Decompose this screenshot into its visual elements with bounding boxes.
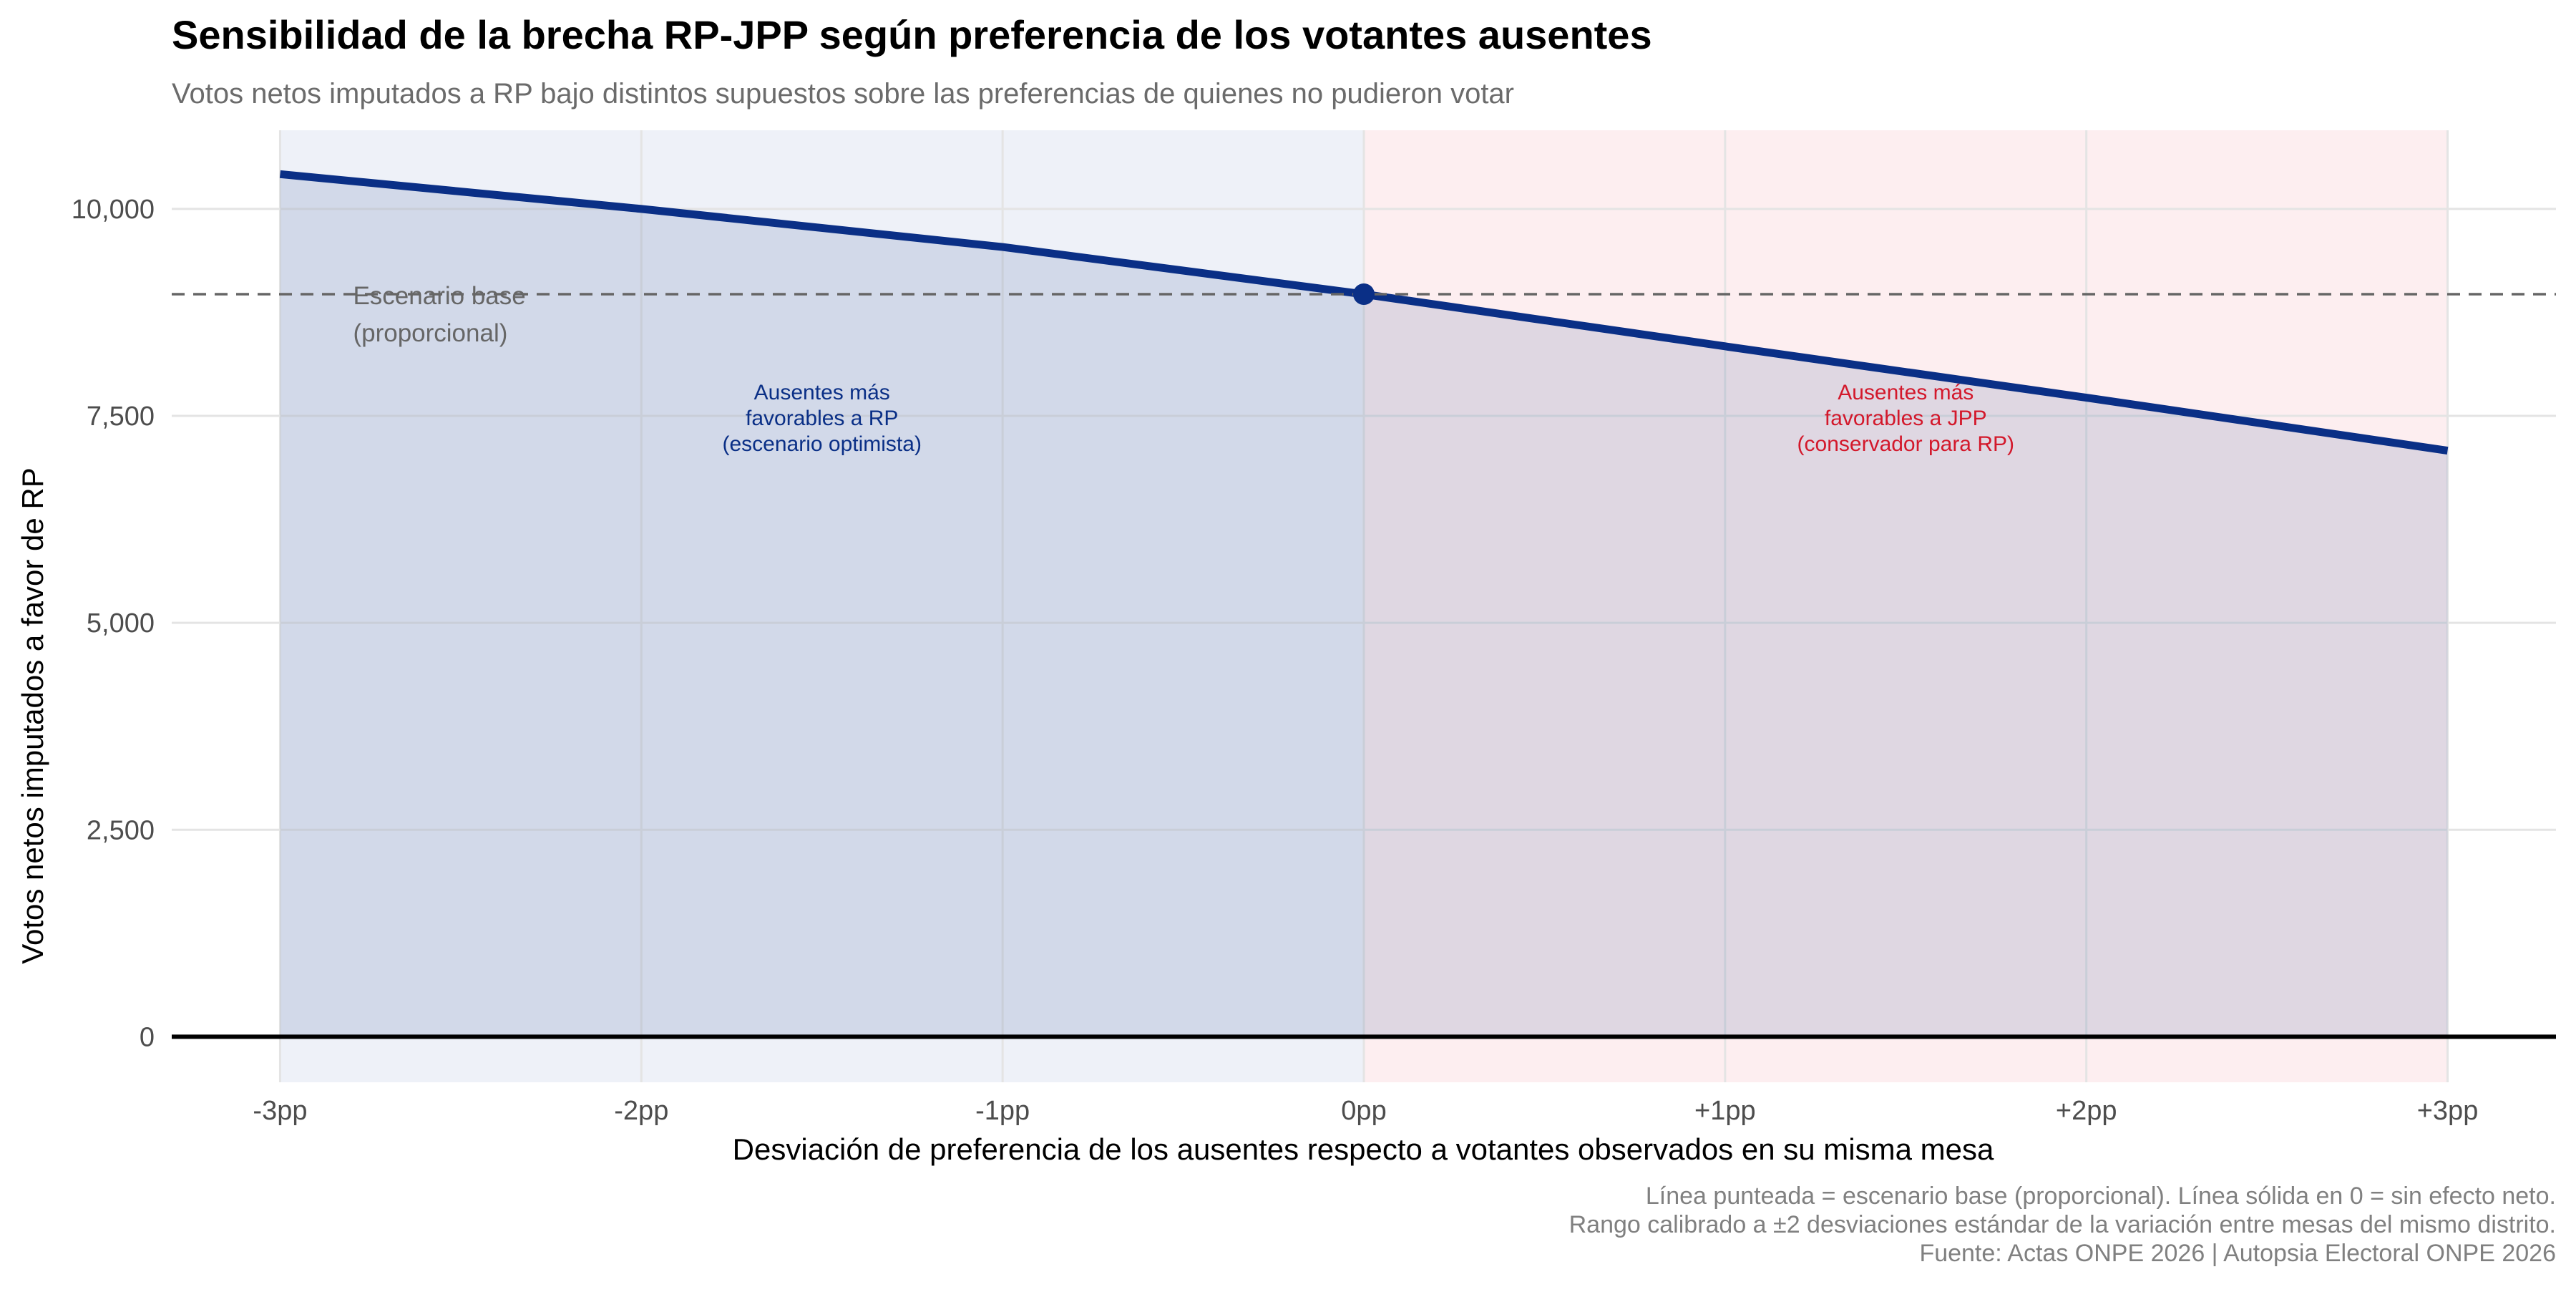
x-tick-label: +3pp xyxy=(2417,1096,2479,1126)
x-tick-label: +2pp xyxy=(2056,1096,2117,1126)
caption-line-3: Fuente: Actas ONPE 2026 | Autopsia Elect… xyxy=(1919,1240,2556,1267)
region-label-0: favorables a RP xyxy=(746,407,898,430)
region-label-0: Ausentes más xyxy=(754,381,890,404)
base-scenario-label: Escenario base xyxy=(353,282,525,310)
x-tick-label: 0pp xyxy=(1341,1096,1386,1126)
chart-title: Sensibilidad de la brecha RP-JPP según p… xyxy=(172,12,1652,57)
x-tick-label: -1pp xyxy=(975,1096,1030,1126)
region-background-1 xyxy=(1364,130,2448,1082)
x-tick-label: -2pp xyxy=(614,1096,668,1126)
chart-subtitle: Votos netos imputados a RP bajo distinto… xyxy=(172,78,1514,110)
base-scenario-sublabel: (proporcional) xyxy=(353,319,507,347)
region-background-0 xyxy=(280,130,1364,1082)
x-axis-title: Desviación de preferencia de los ausente… xyxy=(733,1132,1994,1166)
series-area xyxy=(280,174,2448,1037)
y-axis-title: Votos netos imputados a favor de RP xyxy=(16,467,49,963)
y-tick-label: 5,000 xyxy=(87,608,155,638)
plot-area: Escenario base (proporcional) Ausentes más… xyxy=(72,130,2556,1126)
y-tick-label: 0 xyxy=(140,1022,155,1052)
caption-line-1: Línea punteada = escenario base (proporc… xyxy=(1646,1182,2556,1210)
x-tick-label: -3pp xyxy=(253,1096,307,1126)
y-tick-label: 7,500 xyxy=(87,402,155,432)
region-label-1: favorables a JPP xyxy=(1825,407,1987,430)
y-tick-label: 2,500 xyxy=(87,815,155,845)
base-scenario-point xyxy=(1353,283,1375,305)
region-label-1: Ausentes más xyxy=(1838,381,1974,404)
caption-line-2: Rango calibrado a ±2 desviaciones estánd… xyxy=(1569,1211,2556,1238)
x-tick-label: +1pp xyxy=(1694,1096,1756,1126)
region-label-0: (escenario optimista) xyxy=(723,432,922,456)
y-tick-label: 10,000 xyxy=(72,195,155,225)
region-label-1: (conservador para RP) xyxy=(1797,432,2014,456)
